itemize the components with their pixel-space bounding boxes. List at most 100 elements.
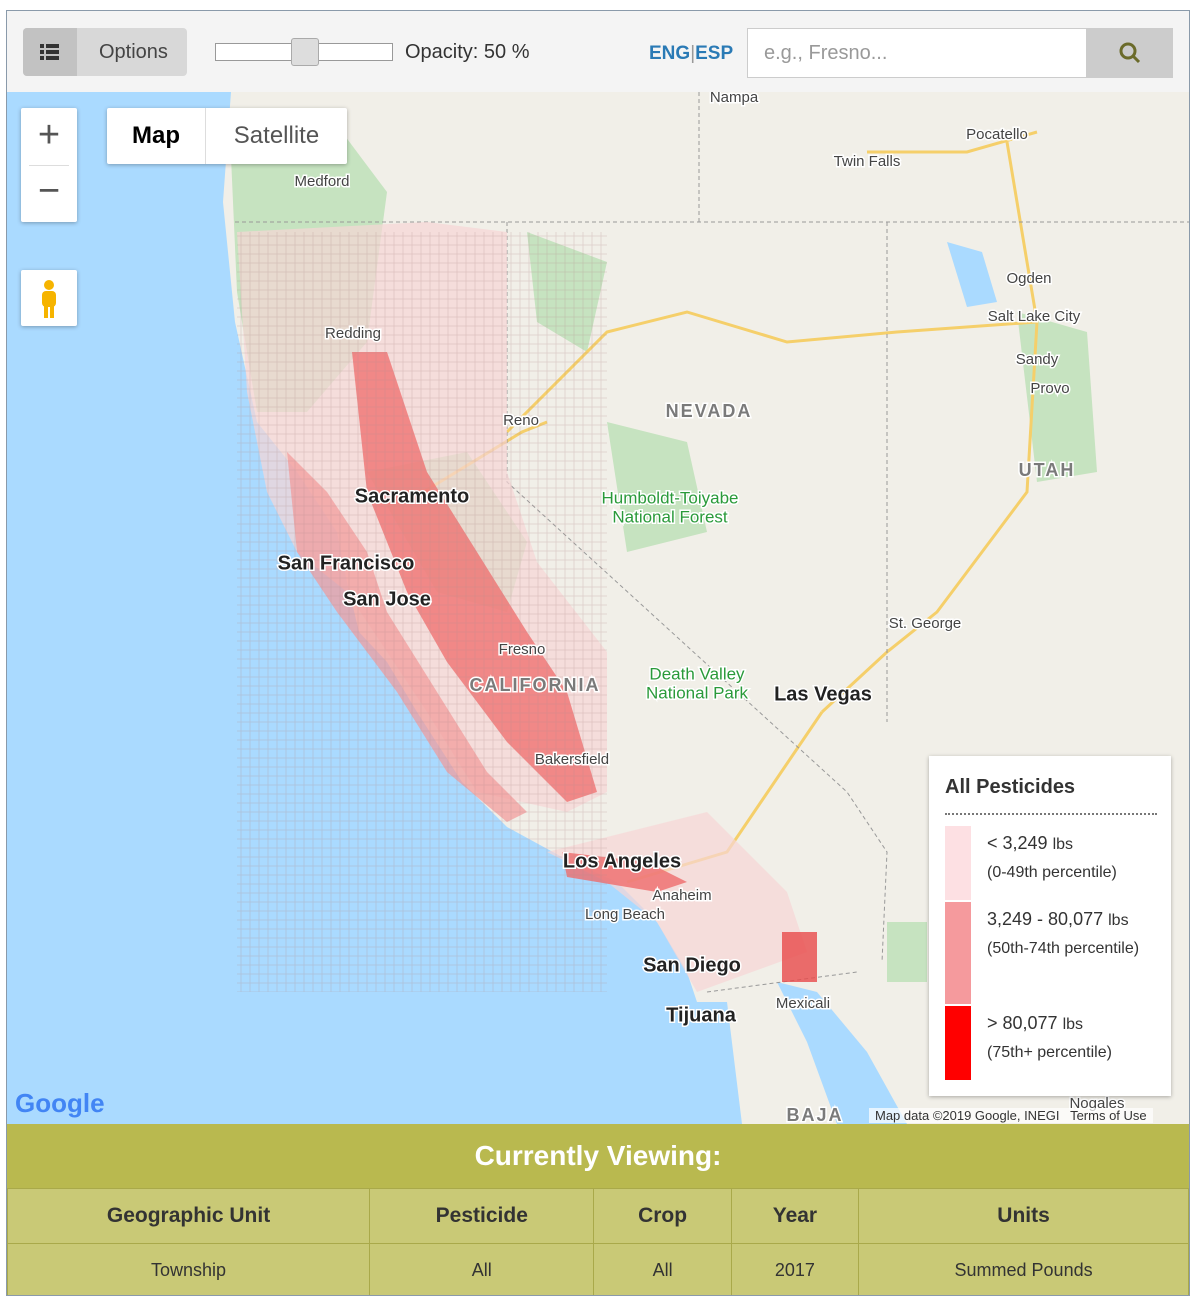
slider-thumb[interactable] — [291, 38, 319, 66]
legend-item: > 80,077 lbs (75th+ percentile) — [945, 1006, 1159, 1080]
map-type-map[interactable]: Map — [132, 122, 180, 149]
map[interactable]: Nampa Pocatello Twin Falls Medford Ogden Salt… — [7, 87, 1189, 1126]
legend-item: 3,249 - 80,077 lbs (50th-74th percentile) — [945, 902, 1159, 1004]
google-logo: Google — [15, 1088, 105, 1118]
toolbar: Options Opacity: 50 % ENG|ESP e.g., Fres… — [7, 11, 1189, 92]
header-cell: Year — [730, 1188, 860, 1244]
opacity-value: 50 — [483, 41, 507, 63]
map-label: Salt Lake City — [988, 308, 1081, 325]
legend-swatch — [945, 902, 971, 1004]
terms-link[interactable]: Terms of Use — [1070, 1108, 1147, 1123]
options-label: Options — [99, 41, 168, 63]
map-type-satellite[interactable]: Satellite — [233, 122, 320, 149]
map-label: Reno — [503, 412, 539, 429]
table-cell: Summed Pounds — [858, 1243, 1189, 1295]
legend-unit: lbs — [1062, 1016, 1084, 1033]
table-cell: 2017 — [730, 1243, 860, 1295]
map-label: UTAH — [1019, 460, 1076, 480]
map-label: Ogden — [1006, 270, 1051, 287]
gulf — [777, 982, 907, 1124]
language: ENG|ESP — [649, 43, 733, 65]
attribution: Map data ©2019 Google, INEGI Terms of Us… — [869, 1108, 1153, 1123]
map-label: Twin Falls — [834, 153, 901, 170]
legend-swatch — [945, 1006, 971, 1080]
legend-percentile: (0-49th percentile) — [987, 864, 1117, 881]
legend-range: 3,249 - 80,077 — [987, 909, 1104, 929]
legend-text: 3,249 - 80,077 lbs (50th-74th percentile) — [987, 906, 1163, 962]
table-row: Township All All 2017 Summed Pounds — [7, 1243, 1189, 1295]
legend-text: < 3,249 lbs (0-49th percentile) — [987, 830, 1163, 886]
map-label: Anaheim — [652, 887, 711, 904]
search-input[interactable]: e.g., Fresno... — [747, 28, 1087, 78]
legend-item: < 3,249 lbs (0-49th percentile) — [945, 826, 1159, 900]
legend-range: > 80,077 — [987, 1013, 1058, 1033]
legend: All Pesticides < 3,249 lbs (0-49th percen… — [929, 756, 1171, 1096]
header-cell: Units — [858, 1188, 1189, 1244]
zoom-out[interactable]: − — [37, 170, 61, 212]
map-label: San Diego — [643, 954, 741, 976]
lang-sep: | — [690, 43, 696, 64]
map-label: Los Angeles — [563, 850, 681, 872]
legend-range: < 3,249 — [987, 833, 1048, 853]
search-button[interactable] — [1087, 28, 1173, 78]
screen: Options Opacity: 50 % ENG|ESP e.g., Fres… — [6, 10, 1190, 1296]
map-label: St. George — [889, 615, 962, 632]
header-cell: Crop — [593, 1188, 732, 1244]
legend-title: All Pesticides — [945, 776, 1076, 798]
list-icon — [23, 28, 77, 76]
map-label: Death Valley — [649, 664, 745, 683]
map-label: Sacramento — [355, 485, 470, 507]
zoom-control: + − — [21, 108, 77, 222]
map-label: NEVADA — [666, 401, 753, 421]
table-cell: All — [593, 1243, 732, 1295]
map-label: Provo — [1030, 380, 1069, 397]
footer: Currently Viewing: Geographic Unit Pestic… — [7, 1124, 1189, 1295]
map-label: Medford — [294, 173, 349, 190]
township-grid — [237, 222, 817, 992]
viewing-table: Geographic Unit Pesticide Crop Year Units Tow… — [7, 1188, 1189, 1295]
map-label: Fresno — [499, 641, 546, 658]
legend-percentile: (50th-74th percentile) — [987, 940, 1140, 957]
pegman-icon — [42, 280, 56, 318]
map-label: Tijuana — [666, 1004, 737, 1026]
options-button[interactable]: Options — [23, 28, 187, 76]
legend-rule — [945, 813, 1157, 815]
header-cell: Geographic Unit — [7, 1188, 371, 1244]
map-label: Bakersfield — [535, 751, 609, 768]
search-placeholder: e.g., Fresno... — [764, 42, 888, 64]
map-label: Humboldt-Toiyabe — [601, 488, 738, 507]
legend-unit: lbs — [1108, 912, 1129, 929]
map-label: Nampa — [710, 92, 759, 106]
opacity-slider[interactable] — [215, 38, 393, 66]
opacity-label: Opacity: — [405, 41, 479, 63]
map-label: BAJA — [786, 1105, 843, 1124]
icon — [40, 44, 59, 60]
map-label: National Forest — [612, 507, 728, 526]
lake — [947, 242, 997, 307]
pegman[interactable] — [21, 270, 77, 326]
footer-title: Currently Viewing: — [474, 1140, 722, 1171]
map-label: Sandy — [1016, 351, 1059, 368]
map-label: Las Vegas — [774, 683, 872, 705]
opacity-unit: % — [511, 41, 530, 63]
map-label: San Jose — [343, 588, 431, 610]
search-icon — [1119, 42, 1141, 64]
lang-esp[interactable]: ESP — [695, 43, 734, 64]
divider — [29, 165, 69, 166]
table-header: Geographic Unit Pesticide Crop Year Units — [7, 1188, 1189, 1244]
map-label: Pocatello — [966, 126, 1028, 143]
map-label: San Francisco — [278, 552, 415, 574]
map-label: CALIFORNIA — [470, 675, 601, 695]
map-label: Long Beach — [585, 906, 665, 923]
header-cell: Pesticide — [369, 1188, 595, 1244]
borders — [235, 92, 1189, 993]
attribution-text: Map data ©2019 Google, INEGI — [875, 1108, 1060, 1123]
lang-eng[interactable]: ENG — [649, 43, 691, 64]
legend-unit: lbs — [1052, 836, 1074, 853]
map-label: Redding — [325, 325, 381, 342]
table-cell: Township — [7, 1243, 371, 1295]
map-label: National Park — [646, 683, 749, 702]
map-type-control: Map Satellite — [107, 108, 347, 164]
zoom-in[interactable]: + — [37, 114, 61, 156]
table-cell: All — [369, 1243, 595, 1295]
